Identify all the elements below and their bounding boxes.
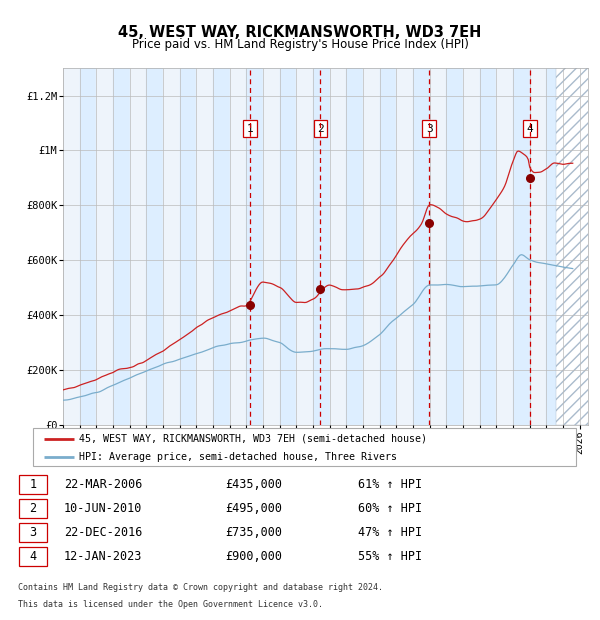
Bar: [163, 68, 179, 425]
Bar: [196, 68, 213, 425]
Text: 22-MAR-2006: 22-MAR-2006: [64, 478, 142, 491]
Bar: [430, 68, 446, 425]
Text: 1: 1: [29, 478, 36, 491]
Text: HPI: Average price, semi-detached house, Three Rivers: HPI: Average price, semi-detached house,…: [79, 452, 397, 462]
Bar: [547, 68, 563, 425]
FancyBboxPatch shape: [33, 428, 576, 466]
Bar: [146, 68, 163, 425]
Text: 3: 3: [426, 123, 433, 133]
Bar: [97, 68, 113, 425]
Bar: [479, 68, 496, 425]
Text: 4: 4: [29, 550, 36, 563]
Bar: [580, 68, 596, 425]
Bar: [413, 68, 430, 425]
Text: 3: 3: [29, 526, 36, 539]
Text: 61% ↑ HPI: 61% ↑ HPI: [358, 478, 422, 491]
Bar: [530, 68, 547, 425]
Text: This data is licensed under the Open Government Licence v3.0.: This data is licensed under the Open Gov…: [18, 600, 323, 609]
FancyBboxPatch shape: [19, 547, 47, 566]
Bar: [230, 68, 247, 425]
Text: 2: 2: [317, 123, 324, 133]
Text: 12-JAN-2023: 12-JAN-2023: [64, 550, 142, 563]
Bar: [296, 68, 313, 425]
Bar: [556, 68, 596, 425]
Text: 22-DEC-2016: 22-DEC-2016: [64, 526, 142, 539]
Bar: [179, 68, 196, 425]
Text: 47% ↑ HPI: 47% ↑ HPI: [358, 526, 422, 539]
Text: Contains HM Land Registry data © Crown copyright and database right 2024.: Contains HM Land Registry data © Crown c…: [18, 583, 383, 592]
Bar: [463, 68, 479, 425]
FancyBboxPatch shape: [19, 523, 47, 542]
Text: 60% ↑ HPI: 60% ↑ HPI: [358, 502, 422, 515]
Text: £435,000: £435,000: [225, 478, 282, 491]
Bar: [80, 68, 97, 425]
Bar: [113, 68, 130, 425]
Text: £495,000: £495,000: [225, 502, 282, 515]
Text: Price paid vs. HM Land Registry's House Price Index (HPI): Price paid vs. HM Land Registry's House …: [131, 38, 469, 51]
Text: 45, WEST WAY, RICKMANSWORTH, WD3 7EH (semi-detached house): 45, WEST WAY, RICKMANSWORTH, WD3 7EH (se…: [79, 433, 427, 443]
Text: £735,000: £735,000: [225, 526, 282, 539]
Bar: [397, 68, 413, 425]
Bar: [363, 68, 380, 425]
Text: 2: 2: [29, 502, 36, 515]
Bar: [130, 68, 146, 425]
Bar: [563, 68, 580, 425]
Bar: [380, 68, 397, 425]
Bar: [63, 68, 80, 425]
Bar: [280, 68, 296, 425]
Text: 45, WEST WAY, RICKMANSWORTH, WD3 7EH: 45, WEST WAY, RICKMANSWORTH, WD3 7EH: [118, 25, 482, 40]
Bar: [446, 68, 463, 425]
Bar: [313, 68, 329, 425]
Bar: [329, 68, 346, 425]
FancyBboxPatch shape: [19, 475, 47, 494]
Text: 55% ↑ HPI: 55% ↑ HPI: [358, 550, 422, 563]
Bar: [496, 68, 513, 425]
Text: 1: 1: [247, 123, 253, 133]
Bar: [213, 68, 230, 425]
Bar: [556, 68, 596, 425]
FancyBboxPatch shape: [19, 498, 47, 518]
Bar: [263, 68, 280, 425]
Text: 4: 4: [527, 123, 533, 133]
Bar: [513, 68, 530, 425]
Bar: [346, 68, 363, 425]
Text: 10-JUN-2010: 10-JUN-2010: [64, 502, 142, 515]
Bar: [247, 68, 263, 425]
Text: £900,000: £900,000: [225, 550, 282, 563]
